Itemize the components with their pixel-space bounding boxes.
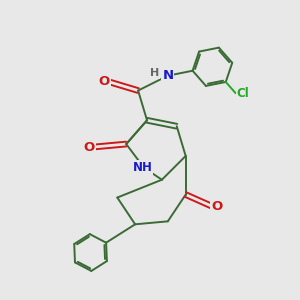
- Text: O: O: [98, 75, 110, 88]
- Text: O: O: [83, 140, 95, 154]
- Text: N: N: [162, 69, 173, 82]
- Text: H: H: [150, 68, 159, 78]
- Text: NH: NH: [133, 161, 152, 174]
- Text: O: O: [211, 200, 223, 213]
- Text: Cl: Cl: [237, 87, 249, 100]
